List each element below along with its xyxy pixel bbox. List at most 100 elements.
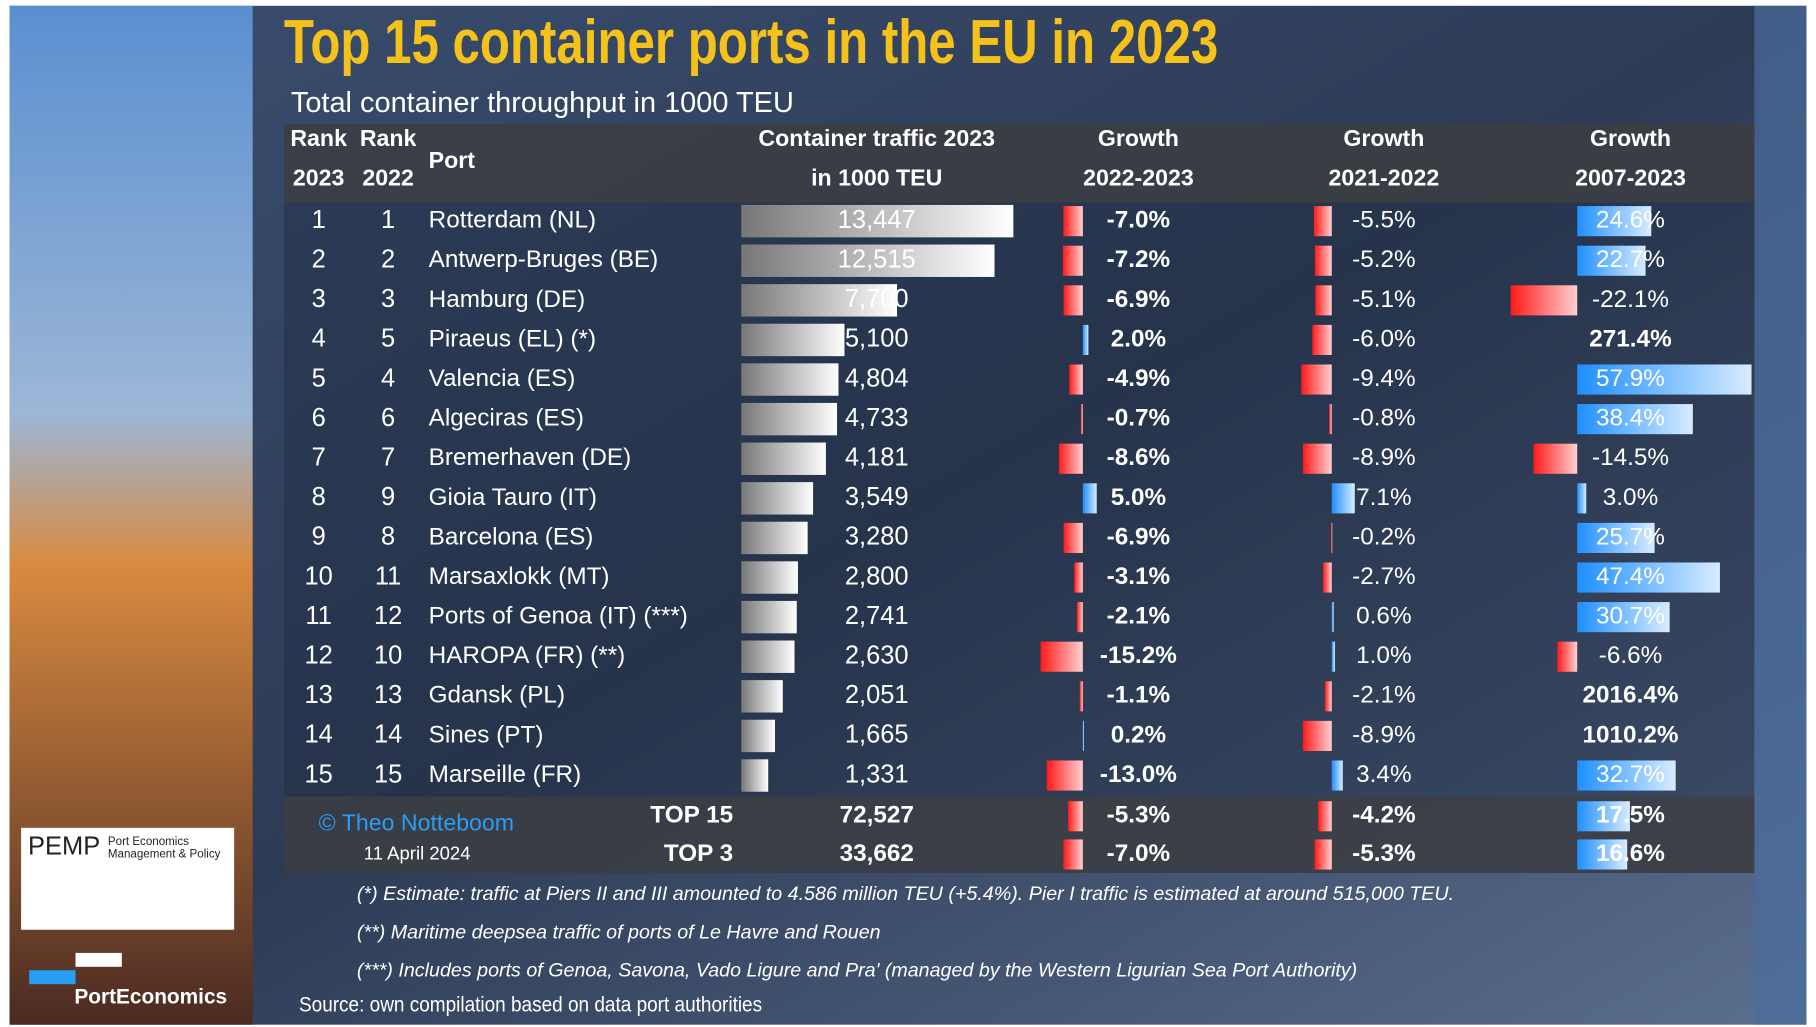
rank-2023: 14	[304, 721, 332, 749]
growth-value: -0.2%	[1352, 523, 1415, 550]
growth-bar	[1301, 364, 1332, 395]
total-label: TOP 3	[664, 840, 733, 867]
growth-value: -5.2%	[1352, 246, 1415, 273]
growth-value: 5.0%	[1111, 484, 1166, 511]
growth-value: -2.1%	[1352, 682, 1415, 709]
port-name: Hamburg (DE)	[429, 286, 586, 313]
growth-bar	[1331, 641, 1336, 672]
growth-value: -2.1%	[1107, 603, 1170, 630]
growth-bar	[1076, 602, 1083, 633]
traffic-bar	[741, 719, 775, 753]
growth-value: 0.6%	[1356, 603, 1411, 630]
total-growth: -4.2%	[1352, 802, 1415, 829]
growth-bar	[1331, 760, 1343, 791]
growth-value: -15.2%	[1100, 642, 1177, 669]
growth-bar	[1324, 681, 1332, 712]
rank-2022: 2	[381, 245, 395, 273]
growth-bar	[1577, 839, 1628, 870]
logo-stripe	[29, 970, 76, 985]
port-name: HAROPA (FR) (**)	[429, 642, 626, 669]
traffic-bar	[741, 363, 839, 396]
growth-value: 0.2%	[1111, 721, 1166, 748]
growth-bar	[1080, 404, 1083, 435]
growth-bar	[1314, 839, 1332, 870]
rank-2023: 2	[312, 245, 326, 273]
port-name: Antwerp-Bruges (BE)	[429, 246, 659, 273]
growth-bar	[1302, 720, 1332, 751]
footnote: (***) Includes ports of Genoa, Savona, V…	[357, 960, 1357, 982]
traffic-value: 2,800	[845, 562, 909, 590]
total-growth: 17.5%	[1596, 802, 1665, 829]
growth-value: -22.1%	[1592, 286, 1669, 313]
traffic-bar	[741, 204, 1014, 238]
rank-2022: 15	[374, 760, 402, 788]
rank-2023: 1	[312, 206, 326, 234]
rank-2023: 12	[304, 641, 332, 669]
growth-value: -1.1%	[1107, 682, 1170, 709]
column-header: Port	[429, 147, 476, 173]
growth-value: 24.6%	[1596, 207, 1665, 234]
growth-bar	[1577, 404, 1693, 435]
total-traffic: 33,662	[840, 840, 914, 867]
total-growth: 16.6%	[1596, 840, 1665, 867]
rank-2022: 7	[381, 443, 395, 471]
port-name: Gdansk (PL)	[429, 682, 565, 709]
growth-value: -5.5%	[1352, 207, 1415, 234]
traffic-bar	[741, 680, 783, 713]
traffic-value: 2,051	[845, 681, 909, 709]
growth-bar	[1068, 801, 1083, 832]
rank-2022: 12	[374, 602, 402, 630]
growth-bar	[1063, 839, 1083, 870]
rank-2023: 6	[312, 404, 326, 432]
growth-bar	[1079, 681, 1083, 712]
growth-bar	[1069, 364, 1083, 395]
growth-bar	[1329, 404, 1332, 435]
port-name: Marseille (FR)	[429, 761, 582, 788]
credit-date: 11 April 2024	[364, 842, 471, 863]
logo-brand: PortEconomics	[74, 986, 227, 1009]
traffic-value: 3,549	[845, 483, 909, 511]
logo-line1: Port Economics	[108, 836, 189, 848]
growth-bar	[1577, 206, 1652, 237]
growth-bar	[1082, 720, 1084, 751]
traffic-value: 4,733	[845, 404, 909, 432]
growth-value: 38.4%	[1596, 405, 1665, 432]
growth-bar	[1510, 285, 1578, 316]
growth-value: 2.0%	[1111, 325, 1166, 352]
column-header: Growth	[1343, 125, 1424, 151]
growth-value: -0.8%	[1352, 405, 1415, 432]
rank-2023: 7	[312, 443, 326, 471]
growth-bar	[1063, 206, 1083, 237]
growth-bar	[1557, 641, 1578, 672]
growth-bar	[1063, 522, 1083, 553]
growth-value: -7.2%	[1107, 246, 1170, 273]
column-header: 2022-2023	[1083, 165, 1194, 191]
column-header: 2021-2022	[1329, 165, 1440, 191]
footnote: (*) Estimate: traffic at Piers II and II…	[357, 883, 1454, 905]
rank-2022: 13	[374, 681, 402, 709]
growth-bar	[1058, 443, 1083, 474]
column-header: 2023	[293, 165, 345, 191]
rank-2022: 1	[381, 206, 395, 234]
traffic-value: 4,804	[845, 364, 909, 392]
traffic-value: 3,280	[845, 523, 909, 551]
traffic-value: 1,665	[845, 721, 909, 749]
column-header: in 1000 TEU	[811, 165, 942, 191]
port-name: Ports of Genoa (IT) (***)	[429, 603, 688, 630]
growth-value: 3.0%	[1603, 484, 1658, 511]
port-name: Sines (PT)	[429, 721, 544, 748]
title: Top 15 container ports in the EU in 2023	[284, 7, 1218, 77]
column-header: 2022	[362, 165, 413, 191]
growth-bar	[1040, 641, 1083, 672]
column-header: Growth	[1590, 125, 1671, 151]
port-name: Barcelona (ES)	[429, 523, 594, 550]
rank-2022: 14	[374, 721, 402, 749]
growth-value: -0.7%	[1107, 405, 1170, 432]
port-name: Valencia (ES)	[429, 365, 576, 392]
growth-bar	[1302, 443, 1332, 474]
traffic-bar	[741, 402, 838, 436]
growth-bar	[1577, 483, 1587, 514]
growth-bar	[1533, 443, 1578, 474]
growth-value: 47.4%	[1596, 563, 1665, 590]
total-traffic: 72,527	[840, 802, 914, 829]
